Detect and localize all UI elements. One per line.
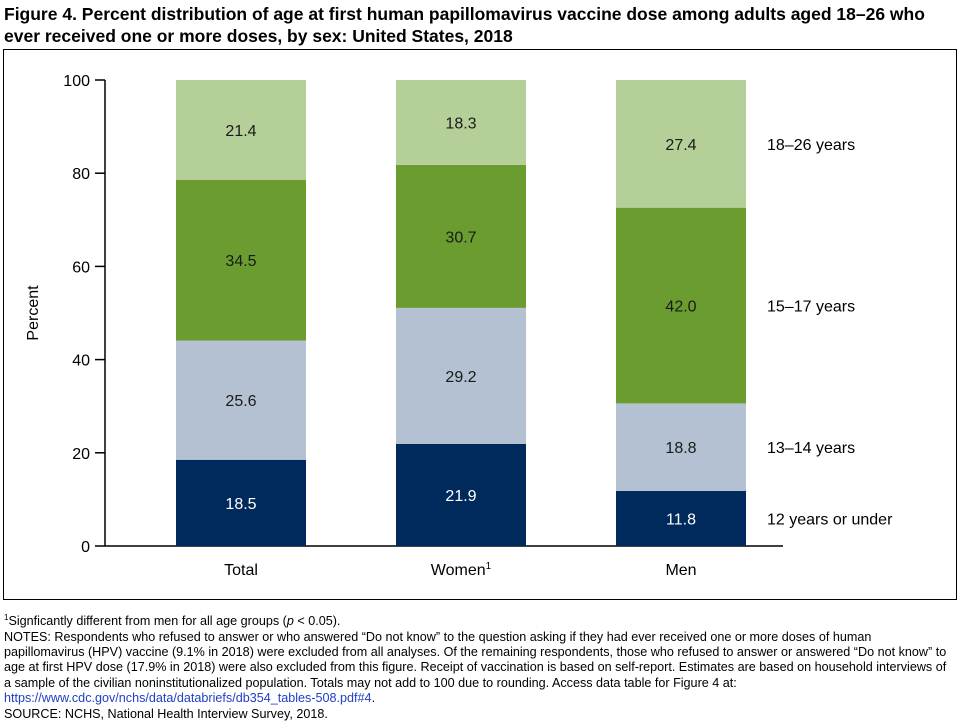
y-tick-label: 60 (72, 259, 90, 276)
legend-label: 18–26 years (767, 137, 855, 154)
y-tick-label: 80 (72, 166, 90, 183)
bar-segment (616, 403, 746, 492)
bar-segment (176, 179, 306, 341)
data-label: 29.2 (445, 369, 476, 386)
data-label: 11.8 (666, 512, 696, 529)
footnote-text-prefix: Signficantly different from men for all … (8, 614, 287, 629)
notes-paragraph: NOTES: Respondents who refused to answer… (4, 630, 954, 707)
stacked-bar-chart: 0 20 40 60 80 100 Percent 18.5 25.6 34.5 21.4 Total… (25, 73, 893, 579)
bar-segment (616, 207, 746, 404)
figure-title: Figure 4. Percent distribution of age at… (4, 4, 925, 46)
legend-label: 15–17 years (767, 299, 855, 316)
notes-text: NOTES: Respondents who refused to answer… (4, 629, 947, 690)
legend-label: 12 years or under (767, 512, 893, 529)
y-tick-label: 0 (81, 539, 90, 556)
data-label: 25.6 (225, 393, 256, 410)
x-category-label: Women1 (431, 561, 492, 579)
bar-segment (396, 443, 526, 546)
data-label: 18.8 (665, 440, 696, 457)
data-label: 42.0 (665, 299, 696, 316)
y-tick-label: 100 (63, 73, 90, 90)
data-label: 21.9 (445, 488, 476, 505)
legend-label: 13–14 years (767, 440, 855, 457)
bar-segment (616, 491, 746, 546)
y-tick-label: 40 (72, 353, 90, 370)
footnote-text-suffix: < 0.05). (293, 614, 341, 629)
bar-segment (396, 164, 526, 308)
link-suffix: . (371, 691, 376, 706)
bar-segment (396, 80, 526, 165)
bar-segment (176, 340, 306, 460)
bar-segment (176, 459, 306, 546)
y-axis-label: Percent (25, 285, 42, 341)
bar-segment (176, 80, 306, 180)
x-category-label: Total (224, 562, 258, 579)
footnote: 1Signficantly different from men for all… (4, 610, 954, 630)
figure-notes: 1Signficantly different from men for all… (4, 610, 954, 722)
chart-frame (3, 49, 957, 600)
data-label: 30.7 (445, 229, 476, 246)
data-table-link[interactable]: https://www.cdc.gov/nchs/data/databriefs… (4, 691, 372, 706)
data-label: 18.3 (445, 115, 476, 132)
data-label: 21.4 (225, 123, 256, 140)
x-category-label: Men (665, 562, 696, 579)
bar-segment (396, 307, 526, 444)
bar-segment (616, 80, 746, 208)
footnote-p: p (286, 614, 294, 629)
y-tick-label: 20 (72, 446, 90, 463)
data-label: 18.5 (225, 496, 256, 513)
category-superscript: 1 (486, 561, 492, 572)
data-label: 34.5 (225, 253, 256, 270)
footnote-marker: 1 (4, 613, 9, 622)
data-label: 27.4 (665, 137, 696, 154)
source-line: SOURCE: NCHS, National Health Interview … (4, 706, 328, 721)
